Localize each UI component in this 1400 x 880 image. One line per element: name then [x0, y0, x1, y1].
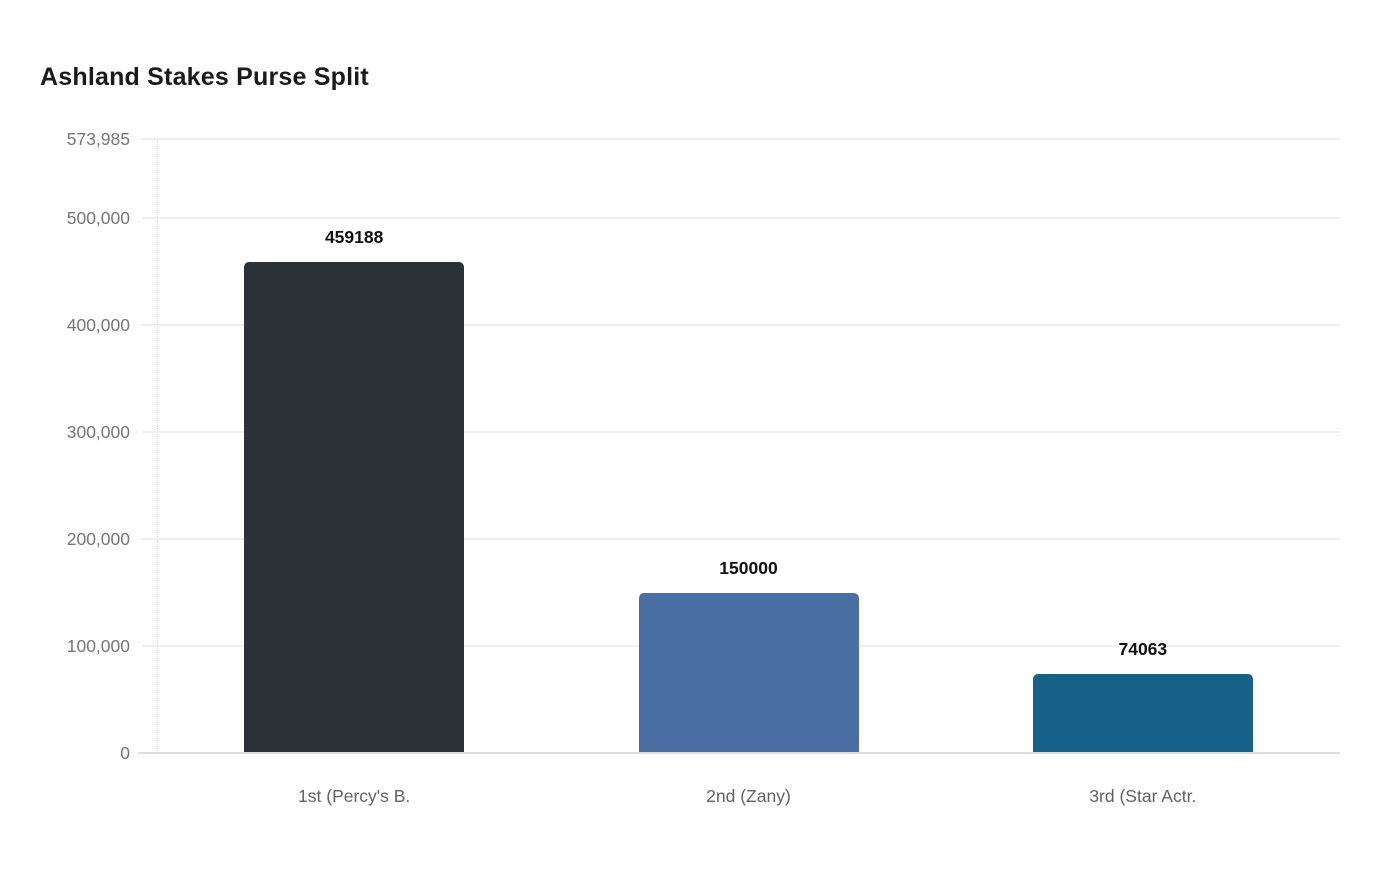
- zero-gridline: [138, 752, 1340, 754]
- y-tick-label: 400,000: [66, 315, 130, 336]
- bar-value-label: 150000: [719, 557, 778, 578]
- bar-value-label: 74063: [1118, 638, 1168, 659]
- bar: [1032, 673, 1253, 753]
- y-tick-label: 100,000: [66, 636, 130, 657]
- bar-value-label: 459188: [324, 226, 384, 247]
- y-tick-label: 573,985: [66, 129, 130, 149]
- y-tick-label: 500,000: [66, 208, 130, 229]
- gridline: [142, 431, 1340, 434]
- x-category-label: 1st (Percy's B.: [298, 786, 411, 806]
- bar: [638, 592, 859, 753]
- x-category-label: 3rd (Star Actr.: [1089, 786, 1197, 806]
- gridline: [142, 138, 1340, 140]
- gridline: [142, 324, 1340, 327]
- bar: [244, 261, 465, 753]
- y-tick-label: 200,000: [66, 529, 130, 550]
- gridline: [142, 217, 1340, 220]
- chart-title: Ashland Stakes Purse Split: [40, 63, 369, 91]
- x-category-label: 2nd (Zany): [706, 786, 791, 806]
- y-tick-label: 300,000: [66, 422, 130, 443]
- y-tick-label: 0: [120, 743, 130, 763]
- y-axis-line: [157, 139, 158, 753]
- gridline: [142, 538, 1340, 541]
- plot-area: 0 100,000 200,000 300,000 400,000 500,000 573,…: [67, 129, 1340, 806]
